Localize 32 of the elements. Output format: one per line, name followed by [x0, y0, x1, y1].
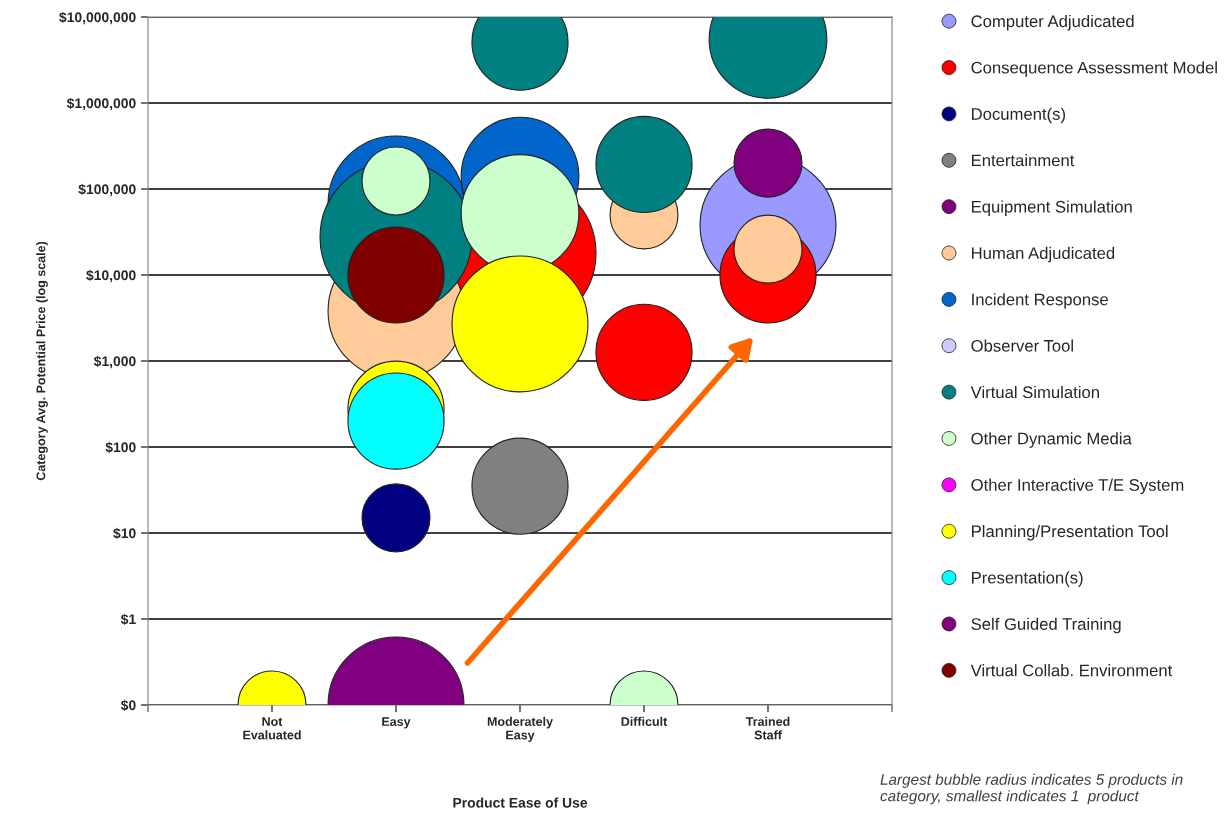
y-tick-label: $10 — [113, 527, 136, 540]
legend-label: Incident Response — [972, 293, 1108, 309]
y-axis-title: Category Avg. Potential Price (log scale) — [36, 241, 48, 481]
x-tick-label: Moderately Easy — [487, 716, 553, 742]
y-tick-label: $0 — [120, 699, 136, 712]
legend-label: Computer Adjudicated — [971, 14, 1134, 31]
y-tick-label: $10,000,000 — [59, 11, 136, 25]
text: Largest bubble radius indicates 5 products in category, smallest indicates 1 product — [880, 773, 1183, 805]
legend-label: Document(s) — [972, 107, 1065, 124]
x-tick-label: Not Evaluated — [243, 717, 301, 740]
legend-label: Other Interactive T/E System — [971, 478, 1184, 495]
y-tick-label: $1,000 — [93, 355, 136, 369]
y-tick-label: $100 — [105, 441, 136, 454]
y-tick-label: $10,000 — [86, 269, 136, 283]
legend-label: Self Guided Training — [971, 617, 1121, 634]
legend-label: Other Dynamic Media — [971, 432, 1132, 448]
x-tick-label: Trained Staff — [745, 716, 790, 740]
legend-label: Virtual Collab. Environment — [970, 664, 1173, 677]
x-tick-label: Easy — [382, 717, 411, 729]
legend-label: Entertainment — [972, 154, 1075, 167]
legend-label: Human Adjudicated — [972, 246, 1115, 263]
legend-label: Virtual Simulation — [970, 385, 1099, 399]
x-tick-label: Difficult — [621, 716, 668, 726]
x-axis-title: Product Ease of Use — [453, 797, 588, 808]
y-tick-label: $1,000,000 — [66, 97, 136, 111]
legend-label: Consequence Assessment Model — [971, 61, 1217, 77]
y-tick-label: $1 — [120, 613, 136, 626]
legend-label: Planning/Presentation Tool — [972, 524, 1168, 541]
y-tick-label: $100,000 — [78, 183, 136, 197]
legend-label: Equipment Simulation — [972, 200, 1132, 216]
legend-label: Presentation(s) — [972, 571, 1083, 587]
legend-label: Observer Tool — [971, 339, 1073, 352]
